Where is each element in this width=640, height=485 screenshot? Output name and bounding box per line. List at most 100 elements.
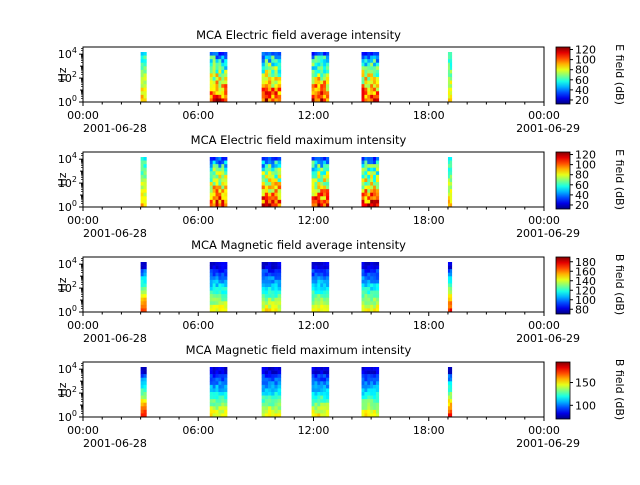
spectrogram-cell [143,402,147,407]
spectrogram-cell [370,308,374,313]
spectrogram-cell [215,87,219,92]
spectrogram-cell [361,199,365,204]
spectrogram-cell [274,182,278,186]
spectrogram-cell [373,409,377,414]
spectrogram-cell [212,77,216,81]
spectrogram-cell [364,272,368,277]
spectrogram-cell [373,290,377,295]
spectrogram-cell [311,269,315,274]
spectrogram-cell [277,171,282,176]
spectrogram-cell [375,374,380,379]
spectrogram-cell [261,381,266,386]
spectrogram-cell [268,69,272,74]
spectrogram-cell [323,178,327,183]
spectrogram-cell [268,84,272,89]
colorbar-label: E field (dB) [613,149,626,210]
spectrogram-cell [373,272,377,277]
spectrogram-cell [364,395,368,400]
spectrogram-cell [370,406,374,411]
spectrogram-cell [215,402,219,407]
spectrogram-cell [209,279,213,284]
spectrogram-cell [274,199,278,204]
spectrogram-cell [209,203,213,208]
x-tick-label: 00:00 [67,109,99,122]
spectrogram-cell [215,265,219,270]
spectrogram-cell [209,413,213,418]
spectrogram-cell [325,84,330,89]
spectrogram-cell [311,174,315,179]
spectrogram-cell [140,55,144,60]
x-tick-label: 12:00 [298,319,330,332]
spectrogram-cell [375,395,380,400]
spectrogram-cell [314,66,318,71]
spectrogram-cell [449,59,453,64]
spectrogram-cell [375,304,380,309]
spectrogram-cell [367,294,371,299]
spectrogram-cell [373,178,377,183]
spectrogram-cell [314,185,318,190]
spectrogram-cell [271,406,275,411]
spectrogram-cell [367,374,371,379]
spectrogram-cell [218,164,222,169]
spectrogram-cell [314,374,318,379]
spectrogram-cell [264,66,269,71]
spectrogram-cell [140,196,144,201]
spectrogram-cell [373,279,377,284]
spectrogram-cell [361,279,365,284]
spectrogram-cell [447,388,451,393]
spectrogram-cell [447,272,451,277]
spectrogram-cell [449,409,453,414]
spectrogram-cell [224,178,228,183]
spectrogram-cell [314,388,318,393]
spectrogram-cell [361,287,365,291]
spectrogram-cell [140,406,144,411]
spectrogram-cell [274,272,278,277]
spectrogram-cell [143,262,147,266]
spectrogram-cell [370,272,374,277]
spectrogram-cell [317,304,321,309]
spectrogram-cell [367,94,371,99]
spectrogram-cell [311,80,315,85]
spectrogram-cell [274,94,278,99]
spectrogram-cell [143,91,147,96]
spectrogram-cell [375,178,380,183]
spectrogram-cell [143,290,147,295]
y-tick-label: 102 [58,280,77,295]
spectrogram-cell [375,73,380,78]
spectrogram-cell [143,395,147,400]
spectrogram-cell [373,203,377,208]
spectrogram-cell [264,308,269,313]
spectrogram-cell [375,384,380,389]
spectrogram-cell [370,265,374,270]
spectrogram-cell [317,395,321,400]
spectrogram-cell [224,160,228,165]
spectrogram-cell [317,157,321,161]
spectrogram-cell [323,399,327,404]
spectrogram-cell [274,406,278,411]
spectrogram-cell [215,164,219,169]
spectrogram-cell [218,294,222,299]
x-tick-label: 06:00 [182,109,214,122]
spectrogram-cell [268,374,272,379]
spectrogram-cell [261,294,266,299]
spectrogram-cell [449,62,453,67]
spectrogram-cell [212,402,216,407]
spectrogram-cell [218,377,222,382]
spectrogram-cell [140,80,144,85]
spectrogram-cell [449,84,453,89]
spectrogram-cell [140,98,144,103]
spectrogram-cell [274,384,278,389]
spectrogram-cell [361,392,365,396]
spectrogram-cell [224,370,228,375]
spectrogram-cell [323,276,327,281]
spectrogram-cell [209,377,213,382]
spectrogram-cell [277,308,282,313]
colorbar-label: E field (dB) [613,44,626,105]
spectrogram-cell [317,279,321,284]
spectrogram-cell [373,301,377,306]
spectrogram-cell [311,87,315,92]
spectrogram-cell [370,160,374,165]
spectrogram-cell [323,59,327,64]
spectrogram-cell [320,84,324,89]
spectrogram-cell [373,87,377,92]
